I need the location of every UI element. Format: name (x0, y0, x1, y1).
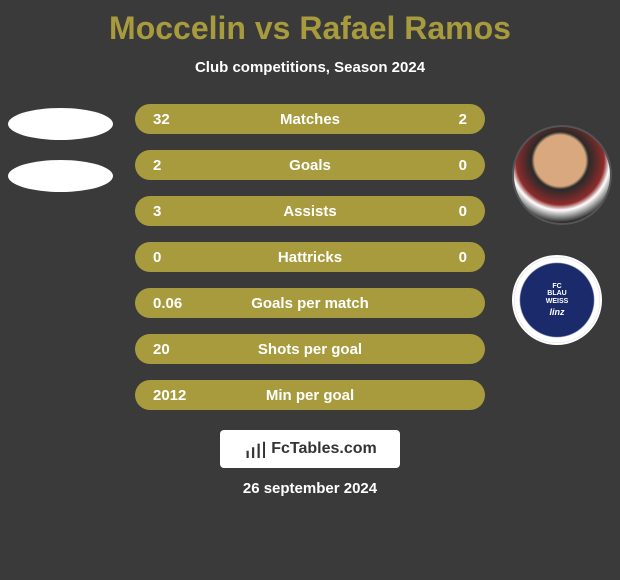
stat-label: Shots per goal (258, 341, 362, 358)
stat-label: Goals (289, 157, 331, 174)
badge-text-3: WEISS (546, 298, 569, 306)
stat-row-matches: 32 Matches 2 (135, 104, 485, 134)
player-left-placeholder-1 (8, 108, 113, 140)
stat-left-value: 20 (153, 341, 203, 358)
stat-row-assists: 3 Assists 0 (135, 196, 485, 226)
club-badge-right: FC BLAU WEISS linz (512, 255, 602, 345)
stat-left-value: 0.06 (153, 295, 203, 312)
stat-left-value: 2 (153, 157, 203, 174)
badge-text-2: BLAU (547, 290, 566, 298)
footer-date: 26 september 2024 (0, 480, 620, 497)
player-right-column: FC BLAU WEISS linz (512, 125, 612, 345)
footer-brand-text: FcTables.com (271, 440, 377, 458)
subtitle: Club competitions, Season 2024 (0, 59, 620, 76)
stat-label: Matches (280, 111, 340, 128)
stat-label: Goals per match (251, 295, 369, 312)
stat-left-value: 2012 (153, 387, 203, 404)
stat-row-gpm: 0.06 Goals per match (135, 288, 485, 318)
stat-label: Hattricks (278, 249, 342, 266)
stat-left-value: 32 (153, 111, 203, 128)
player-left-column (8, 108, 113, 212)
chart-icon (243, 440, 265, 458)
stat-left-value: 0 (153, 249, 203, 266)
stat-label: Assists (283, 203, 336, 220)
stat-row-spg: 20 Shots per goal (135, 334, 485, 364)
player-left-placeholder-2 (8, 160, 113, 192)
stat-row-goals: 2 Goals 0 (135, 150, 485, 180)
badge-text-4: linz (550, 308, 565, 318)
stat-right-value: 0 (417, 157, 467, 174)
stat-label: Min per goal (266, 387, 354, 404)
badge-text-1: FC (552, 283, 561, 291)
stat-right-value: 2 (417, 111, 467, 128)
stat-right-value: 0 (417, 249, 467, 266)
stat-row-hattricks: 0 Hattricks 0 (135, 242, 485, 272)
player-right-photo (512, 125, 612, 225)
stat-left-value: 3 (153, 203, 203, 220)
comparison-card: Moccelin vs Rafael Ramos Club competitio… (0, 0, 620, 580)
page-title: Moccelin vs Rafael Ramos (0, 10, 620, 47)
stat-row-mpg: 2012 Min per goal (135, 380, 485, 410)
club-badge-inner: FC BLAU WEISS linz (527, 270, 587, 330)
stat-right-value: 0 (417, 203, 467, 220)
footer-brand-logo[interactable]: FcTables.com (220, 430, 400, 468)
